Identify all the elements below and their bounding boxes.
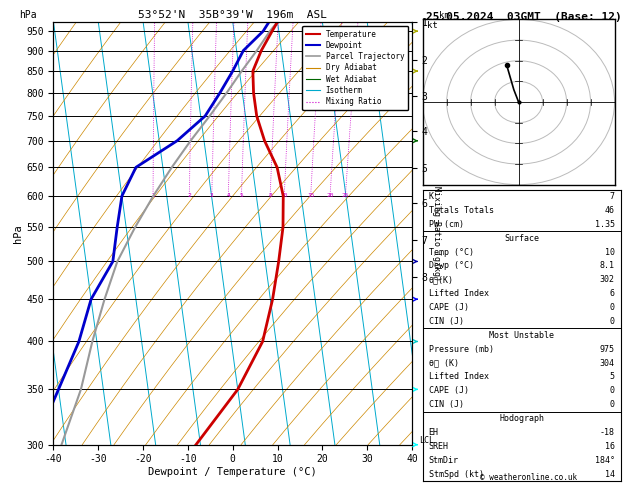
Text: kt: kt [428, 21, 438, 30]
Title: 53°52'N  35B°39'W  196m  ASL: 53°52'N 35B°39'W 196m ASL [138, 10, 327, 20]
Text: 10: 10 [281, 192, 288, 198]
Text: hPa: hPa [19, 10, 37, 20]
Text: 0: 0 [610, 303, 615, 312]
Text: Totals Totals: Totals Totals [428, 206, 494, 215]
Text: LCL: LCL [419, 436, 434, 445]
Text: Dewp (°C): Dewp (°C) [428, 261, 474, 270]
Legend: Temperature, Dewpoint, Parcel Trajectory, Dry Adiabat, Wet Adiabat, Isotherm, Mi: Temperature, Dewpoint, Parcel Trajectory… [302, 26, 408, 110]
Text: StmDir: StmDir [428, 456, 459, 465]
Text: © weatheronline.co.uk: © weatheronline.co.uk [480, 473, 577, 482]
Text: 8: 8 [268, 192, 272, 198]
Text: 1.35: 1.35 [595, 220, 615, 229]
Text: 4: 4 [226, 192, 230, 198]
Text: Surface: Surface [504, 234, 539, 243]
Text: 8.1: 8.1 [600, 261, 615, 270]
Text: km
ASL: km ASL [439, 11, 455, 31]
Text: 6: 6 [610, 289, 615, 298]
Y-axis label: hPa: hPa [13, 224, 23, 243]
Text: 20: 20 [326, 192, 334, 198]
Text: 46: 46 [605, 206, 615, 215]
Text: 975: 975 [600, 345, 615, 354]
Text: 10: 10 [605, 247, 615, 257]
Text: Lifted Index: Lifted Index [428, 372, 489, 382]
Text: PW (cm): PW (cm) [428, 220, 464, 229]
Text: 16: 16 [605, 442, 615, 451]
Text: Hodograph: Hodograph [499, 414, 544, 423]
Text: K: K [428, 192, 433, 201]
Text: 15: 15 [307, 192, 314, 198]
Text: 1: 1 [151, 192, 155, 198]
Text: 5: 5 [610, 372, 615, 382]
Text: Lifted Index: Lifted Index [428, 289, 489, 298]
Text: CIN (J): CIN (J) [428, 400, 464, 409]
Text: CAPE (J): CAPE (J) [428, 303, 469, 312]
Text: θᴇ (K): θᴇ (K) [428, 359, 459, 367]
Text: SREH: SREH [428, 442, 448, 451]
Y-axis label: Mixing Ratio (g/kg): Mixing Ratio (g/kg) [433, 186, 442, 281]
Text: 0: 0 [610, 317, 615, 326]
Text: 0: 0 [610, 400, 615, 409]
Text: Pressure (mb): Pressure (mb) [428, 345, 494, 354]
Text: 302: 302 [600, 275, 615, 284]
Text: θᴇ(K): θᴇ(K) [428, 275, 454, 284]
Text: CAPE (J): CAPE (J) [428, 386, 469, 396]
Text: 3: 3 [210, 192, 214, 198]
Text: -18: -18 [600, 428, 615, 437]
Text: EH: EH [428, 428, 438, 437]
Text: Temp (°C): Temp (°C) [428, 247, 474, 257]
Text: 5: 5 [240, 192, 243, 198]
Text: 2: 2 [187, 192, 191, 198]
Text: CIN (J): CIN (J) [428, 317, 464, 326]
Text: 25.05.2024  03GMT  (Base: 12): 25.05.2024 03GMT (Base: 12) [426, 12, 621, 22]
Text: Most Unstable: Most Unstable [489, 331, 554, 340]
Text: 14: 14 [605, 469, 615, 479]
Text: 0: 0 [610, 386, 615, 396]
X-axis label: Dewpoint / Temperature (°C): Dewpoint / Temperature (°C) [148, 467, 317, 477]
Text: StmSpd (kt): StmSpd (kt) [428, 469, 484, 479]
Text: 304: 304 [600, 359, 615, 367]
Text: 184°: 184° [595, 456, 615, 465]
Text: 7: 7 [610, 192, 615, 201]
Text: 25: 25 [342, 192, 349, 198]
